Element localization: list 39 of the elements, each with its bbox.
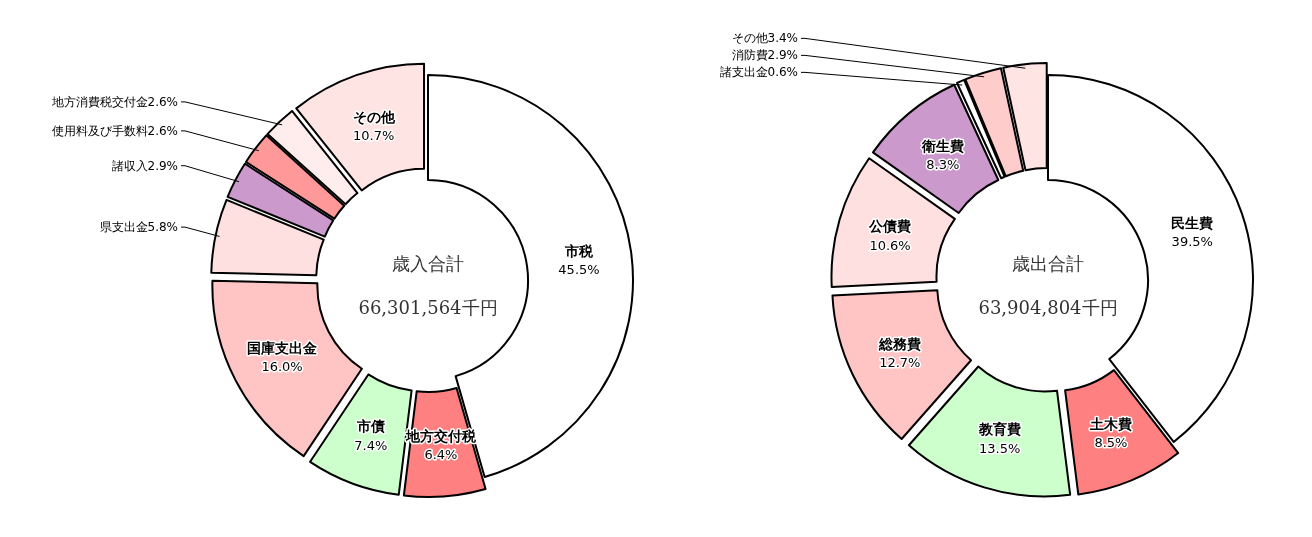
- data-label: 0.6%: [767, 65, 798, 80]
- data-label: 16.0%: [261, 359, 303, 375]
- data-label: 10.6%: [869, 237, 911, 253]
- slice-label: 市債: [355, 418, 385, 435]
- text: 63,904,804千円: [978, 297, 1118, 318]
- data-label: 5.8%: [147, 220, 178, 235]
- data-label: 7.4%: [354, 437, 388, 453]
- slice-label: 総務費: [877, 335, 921, 352]
- data-label: 2.6%: [147, 94, 178, 109]
- data-label: 6.4%: [424, 447, 458, 463]
- slice-label: 教育費: [977, 421, 1021, 438]
- text: 歳出合計: [1012, 253, 1084, 274]
- data-label: 3.4%: [767, 31, 798, 46]
- slice-label: 県支出金: [99, 220, 148, 235]
- data-label: 13.5%: [978, 440, 1021, 456]
- data-label: 45.5%: [558, 262, 600, 278]
- slice-label: 土木費: [1088, 416, 1132, 433]
- slice-label: 市税: [564, 242, 595, 259]
- slice-label: その他: [731, 31, 768, 46]
- data-label: 8.5%: [1094, 435, 1128, 451]
- slice-label: その他: [352, 108, 396, 125]
- data-label: 2.6%: [147, 123, 178, 138]
- data-label: 2.9%: [767, 48, 798, 63]
- slice-label: 公債費: [868, 218, 912, 235]
- slice-label: 民生費: [1171, 214, 1214, 231]
- data-label: 39.5%: [1171, 234, 1213, 249]
- slice-label: 国庫支出金: [247, 340, 319, 357]
- data-label: 12.7%: [879, 354, 921, 370]
- text: 66,301,564千円: [358, 297, 498, 318]
- text: 歳入合計: [392, 253, 464, 274]
- data-label: 8.3%: [926, 156, 960, 172]
- slice-label: 地方消費税交付金: [51, 94, 148, 109]
- data-label: 2.9%: [147, 158, 178, 173]
- slice-label: 諸支出金: [719, 65, 768, 80]
- slice-label: 諸収入: [111, 158, 148, 173]
- slice-label: 使用料及び手数料: [51, 123, 148, 138]
- slice-label: 衛生費: [920, 137, 964, 154]
- slice-label: 消防費: [731, 48, 768, 63]
- data-label: 10.7%: [353, 128, 395, 144]
